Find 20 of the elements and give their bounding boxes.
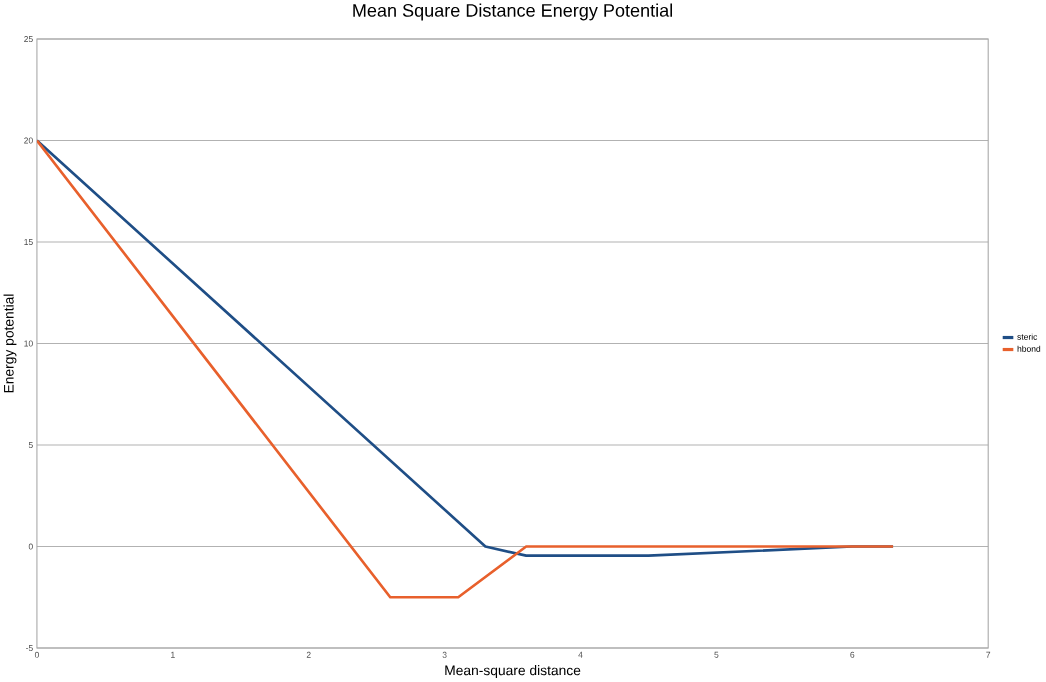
y-axis-title: Energy potential <box>3 294 17 393</box>
x-tick-label: 5 <box>714 652 719 658</box>
x-tick-label: 1 <box>171 652 175 658</box>
x-tick-label: 3 <box>442 652 447 659</box>
y-tick-label: 0 <box>28 543 33 550</box>
x-tick-label: 6 <box>850 652 855 659</box>
x-tick-label: 4 <box>578 652 583 658</box>
y-tick-label: 5 <box>28 442 33 449</box>
x-axis-title: Mean-square distance <box>445 665 581 679</box>
y-tick-label: 20 <box>24 137 33 144</box>
x-tick-label: 0 <box>34 652 39 659</box>
y-tick-label: 25 <box>24 36 33 43</box>
x-tick-label: 7 <box>986 652 991 658</box>
y-tick-label: 15 <box>24 239 33 246</box>
y-tick-label: -5 <box>26 645 33 652</box>
y-tick-label: 10 <box>24 340 33 347</box>
chart-title: Mean Square Distance Energy Potential <box>353 3 672 21</box>
legend-label: hbond <box>1017 345 1041 353</box>
legend-label: steric <box>1017 333 1038 341</box>
x-tick-label: 2 <box>306 652 311 658</box>
